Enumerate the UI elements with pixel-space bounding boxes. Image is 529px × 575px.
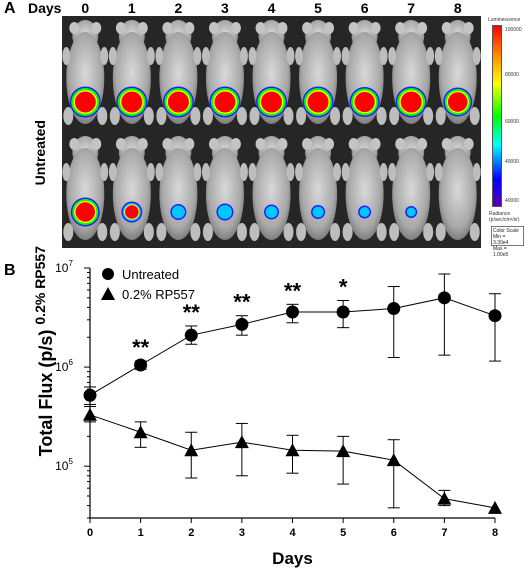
x-tick-label: 5 xyxy=(340,527,346,539)
colorbar-tick: 40000 xyxy=(505,198,519,204)
colorbar-title: Luminescence xyxy=(488,17,521,23)
day-header: 8 xyxy=(453,0,462,16)
colorbar-tick: 60000 xyxy=(505,119,519,125)
x-tick-label: 2 xyxy=(188,527,194,539)
day-header: 1 xyxy=(127,0,136,16)
data-point-rp557 xyxy=(386,453,401,467)
mouse-image xyxy=(155,20,202,125)
x-tick-label: 6 xyxy=(391,527,397,539)
panel-b-letter: B xyxy=(4,262,16,279)
data-point-untreated xyxy=(286,305,299,319)
mouse-image xyxy=(155,136,202,241)
panel-a-letter: A xyxy=(4,0,16,17)
data-point-rp557 xyxy=(83,407,97,421)
data-point-untreated xyxy=(83,388,97,402)
data-point-untreated xyxy=(387,302,401,316)
data-point-untreated xyxy=(235,317,249,331)
colorbar-tick: 40000 xyxy=(505,159,519,165)
x-tick-label: 0 xyxy=(87,527,93,539)
data-point-rp557 xyxy=(234,435,249,449)
significance-marker: ** xyxy=(233,290,251,315)
data-point-rp557 xyxy=(336,444,351,458)
color-scale-box: Color Scale Min = 3.30e4 Max = 1.00e5 xyxy=(491,226,524,258)
colorbar-radiance-label: Radiance xyxy=(489,211,511,217)
data-point-rp557 xyxy=(133,425,148,439)
day-header: 3 xyxy=(221,0,229,16)
data-point-rp557 xyxy=(437,491,452,505)
y-tick-label: 107 xyxy=(55,259,73,275)
y-tick-label: 105 xyxy=(55,457,73,473)
legend-label-rp557: 0.2% RP557 xyxy=(122,287,195,302)
y-axis-label: Total Flux (p/s) xyxy=(36,330,56,457)
mouse-image xyxy=(341,20,388,125)
data-point-untreated xyxy=(184,328,198,342)
significance-marker: ** xyxy=(183,300,201,325)
data-point-rp557 xyxy=(285,443,300,457)
mouse-image xyxy=(388,136,435,241)
mouse-image xyxy=(388,20,435,125)
mouse-image xyxy=(295,20,342,125)
data-point-untreated xyxy=(336,305,350,319)
x-tick-label: 4 xyxy=(289,527,296,539)
data-point-untreated xyxy=(488,309,502,323)
mouse-image xyxy=(341,136,388,241)
day-header: 2 xyxy=(174,0,183,16)
bioluminescence-image-panel xyxy=(62,16,481,248)
mouse-image xyxy=(201,136,248,241)
colorbar-radiance-units: (p/sec/cm²/sr) xyxy=(489,217,520,223)
data-point-rp557 xyxy=(488,500,502,514)
legend-marker-untreated xyxy=(102,268,114,280)
mouse-image xyxy=(434,20,481,125)
mouse-image xyxy=(295,136,342,241)
row-label-untreated: Untreated xyxy=(32,120,48,186)
luminescence-colorbar xyxy=(492,25,502,207)
legend-marker-rp557 xyxy=(101,287,115,300)
day-header: 5 xyxy=(314,0,322,16)
data-point-untreated xyxy=(134,358,148,372)
mouse-image xyxy=(248,136,295,241)
mouse-image xyxy=(434,136,481,241)
mouse-image xyxy=(201,20,248,125)
x-tick-label: 1 xyxy=(138,527,144,539)
colorbar-tick: 80000 xyxy=(505,72,519,78)
x-tick-label: 3 xyxy=(239,527,245,539)
data-point-rp557 xyxy=(184,443,199,457)
mouse-image xyxy=(248,20,295,125)
x-tick-label: 8 xyxy=(492,527,498,539)
mouse-image xyxy=(108,20,155,125)
data-point-untreated xyxy=(437,291,451,305)
day-header: 6 xyxy=(360,0,369,16)
mouse-image xyxy=(62,20,109,125)
colorbar-tick: 100000 xyxy=(505,27,522,33)
color-scale-max: Max = 1.00e5 xyxy=(493,246,509,258)
x-axis-label: Days xyxy=(272,549,313,568)
day-header: 7 xyxy=(407,0,416,16)
legend-label-untreated: Untreated xyxy=(122,267,179,282)
significance-marker: ** xyxy=(132,335,150,360)
significance-marker: * xyxy=(339,274,348,299)
color-scale-title: Color Scale xyxy=(493,228,519,234)
mouse-image-grid xyxy=(62,20,481,241)
significance-marker: ** xyxy=(284,278,302,303)
day-header: 0 xyxy=(81,0,90,16)
day-header: 4 xyxy=(267,0,276,16)
mouse-image xyxy=(108,136,155,241)
color-scale-min: Min = 3.30e4 xyxy=(493,234,509,246)
y-tick-label: 106 xyxy=(55,358,73,374)
mouse-image xyxy=(62,136,109,241)
x-tick-label: 7 xyxy=(441,527,447,539)
days-header-label: Days xyxy=(28,0,62,16)
